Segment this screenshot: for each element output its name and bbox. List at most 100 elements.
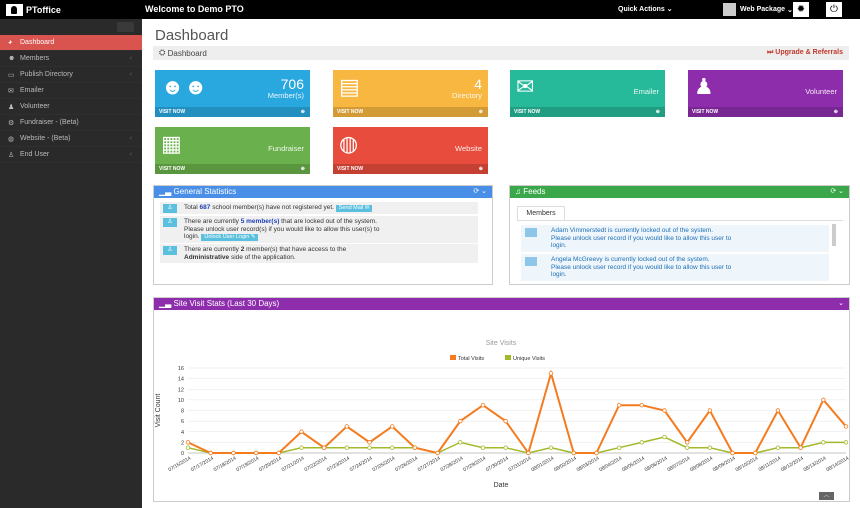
data-point-total-visits xyxy=(639,402,644,408)
y-tick-label: 12 xyxy=(178,387,184,393)
upgrade-referrals-link[interactable]: ⏭ Upgrade & Referrals xyxy=(767,49,843,57)
globe-icon: ◍ xyxy=(339,131,359,156)
stat-text: There are currently xyxy=(184,218,241,225)
send-mail-button[interactable]: Send Mail ✉ xyxy=(335,205,373,212)
feed-scrollbar[interactable] xyxy=(832,224,836,246)
visit-now-link[interactable]: VISIT NOW ⊕ xyxy=(155,107,310,117)
sidebar-item-dashboard[interactable]: ◕ Dashboard xyxy=(0,35,142,51)
data-point-total-visits xyxy=(185,440,191,445)
web-package-menu[interactable]: Web Package ⌄ xyxy=(723,3,793,16)
y-tick-label: 0 xyxy=(181,451,184,457)
tile-fundraiser[interactable]: ▦ Fundraiser VISIT NOW ⊕ xyxy=(155,127,310,174)
tile-label: Fundraiser xyxy=(268,144,304,153)
sidebar-item-fundraiser-beta[interactable]: ⚙ Fundraiser - (Beta) xyxy=(0,115,142,131)
data-point-unique-visits xyxy=(480,445,486,450)
x-tick-label: 07/18/2014 xyxy=(213,455,238,473)
sidebar-item-website-beta[interactable]: ◍ Website - (Beta) ‹ xyxy=(0,131,142,147)
x-tick-label: 07/15/2014 xyxy=(167,455,192,473)
sidebar-item-volunteer[interactable]: ♟ Volunteer xyxy=(0,99,142,115)
visit-now-link[interactable]: VISIT NOW ⊕ xyxy=(155,164,310,174)
sidebar-item-members[interactable]: ☻ Members ‹ xyxy=(0,51,142,67)
x-tick-label: 08/06/2014 xyxy=(644,455,669,473)
refresh-collapse-icon[interactable]: ⟳ ⌄ xyxy=(473,188,487,195)
data-point-unique-visits xyxy=(662,434,667,440)
users-icon: ♙ xyxy=(163,246,177,255)
arrow-right-icon: ⊕ xyxy=(300,109,305,115)
dashboard-icon: ⛭ xyxy=(159,48,168,57)
visit-now-link[interactable]: VISIT NOW ⊕ xyxy=(688,107,843,117)
divider xyxy=(517,220,843,221)
collapse-icon[interactable]: ⌄ xyxy=(838,300,844,307)
data-point-total-visits xyxy=(662,408,667,413)
x-tick-label: 08/04/2014 xyxy=(598,455,623,473)
person-icon: ♟ xyxy=(694,74,714,99)
chart-title: Site Visits xyxy=(486,340,517,347)
refresh-collapse-icon[interactable]: ⟳ ⌄ xyxy=(830,188,844,195)
stat-text: login. xyxy=(184,233,202,240)
data-point-total-visits xyxy=(821,397,826,403)
x-tick-label: 07/20/2014 xyxy=(258,455,283,473)
visit-now-link[interactable]: VISIT NOW ⊕ xyxy=(510,107,665,117)
scroll-top-button[interactable]: ︿ xyxy=(819,492,834,500)
stat-text: Please unlock user record(s) if you woul… xyxy=(184,225,380,233)
chart-icon: ▁▃ xyxy=(159,187,174,196)
feed-text: Angela McGreevy is currently locked out … xyxy=(551,256,710,263)
sidebar-item-label: Website - (Beta) xyxy=(20,135,71,142)
chevron-left-icon: ‹ xyxy=(129,135,132,142)
panel-header: ♫ Feeds ⟳ ⌄ xyxy=(510,186,849,198)
data-point-total-visits xyxy=(390,424,395,429)
data-point-total-visits xyxy=(707,408,713,413)
dashboard-icon: ◕ xyxy=(8,39,13,46)
feed-text: login. xyxy=(551,242,567,249)
tile-directory[interactable]: ▤ 4 Directory VISIT NOW ⊕ xyxy=(333,70,488,117)
sidebar-item-label: Publish Directory xyxy=(20,71,73,78)
quick-actions-menu[interactable]: Quick Actions ⌄ xyxy=(618,5,673,13)
data-point-unique-visits xyxy=(639,440,644,445)
app-logo[interactable]: PToffice xyxy=(6,3,61,16)
panel-title: Site Visit Stats (Last 30 Days) xyxy=(173,299,280,308)
tile-website[interactable]: ◍ Website VISIT NOW ⊕ xyxy=(333,127,488,174)
tile-volunteer[interactable]: ♟ Volunteer VISIT NOW ⊕ xyxy=(688,70,843,117)
forward-icon: ⏭ xyxy=(767,49,776,56)
x-tick-label: 07/21/2014 xyxy=(281,455,306,473)
tile-emailer[interactable]: ✉ Emailer VISIT NOW ⊕ xyxy=(510,70,665,117)
y-tick-label: 16 xyxy=(178,366,184,372)
monitor-icon: ▭ xyxy=(8,71,15,79)
data-point-unique-visits xyxy=(616,445,622,450)
user-icon: ♙ xyxy=(163,204,177,213)
quick-actions-label: Quick Actions xyxy=(618,6,665,13)
x-tick-label: 08/07/2014 xyxy=(666,455,691,473)
x-tick-label: 07/24/2014 xyxy=(349,455,374,473)
power-icon[interactable]: ⏻ xyxy=(826,2,842,17)
panel-header: ▁▃ General Statistics ⟳ ⌄ xyxy=(154,186,492,198)
user-icon xyxy=(525,257,537,266)
sidebar-toggle-button[interactable] xyxy=(117,22,134,32)
x-tick-label: 08/02/2014 xyxy=(553,455,578,473)
feed-item[interactable]: Adam Vimmerstedt is currently locked out… xyxy=(521,225,829,252)
sidebar-item-publish-directory[interactable]: ▭ Publish Directory ‹ xyxy=(0,67,142,83)
data-point-unique-visits xyxy=(367,445,372,450)
x-tick-label: 08/14/2014 xyxy=(825,455,850,473)
avatar xyxy=(723,3,736,16)
tile-label: Directory xyxy=(451,91,482,100)
arrow-right-icon: ⊕ xyxy=(833,109,838,115)
breadcrumb: ⛭ Dashboard ⏭ Upgrade & Referrals xyxy=(153,46,849,60)
visit-now-label: VISIT NOW xyxy=(692,109,719,115)
feed-item[interactable]: Angela McGreevy is currently locked out … xyxy=(521,254,829,281)
x-tick-label: 08/05/2014 xyxy=(621,455,646,473)
visit-now-link[interactable]: VISIT NOW ⊕ xyxy=(333,107,488,117)
globe-icon: ◍ xyxy=(8,135,15,143)
unlock-user-login-button[interactable]: Unlock User Login ✎ xyxy=(201,234,259,241)
tile-label: Website xyxy=(455,144,482,153)
top-bar: PToffice Welcome to Demo PTO Quick Actio… xyxy=(0,0,860,19)
sidebar-item-end-user[interactable]: ♙ End User ‹ xyxy=(0,147,142,163)
panel-title: Feeds xyxy=(523,187,546,196)
tab-members[interactable]: Members xyxy=(517,206,565,220)
legend-swatch xyxy=(505,355,511,360)
x-tick-label: 07/17/2014 xyxy=(190,455,215,473)
sidebar-item-emailer[interactable]: ✉ Emailer xyxy=(0,83,142,99)
gear-icon[interactable]: ✹ xyxy=(793,2,809,17)
x-tick-label: 08/01/2014 xyxy=(530,455,555,473)
tile-member-s[interactable]: ☻☻ 706 Member(s) VISIT NOW ⊕ xyxy=(155,70,310,117)
visit-now-link[interactable]: VISIT NOW ⊕ xyxy=(333,164,488,174)
